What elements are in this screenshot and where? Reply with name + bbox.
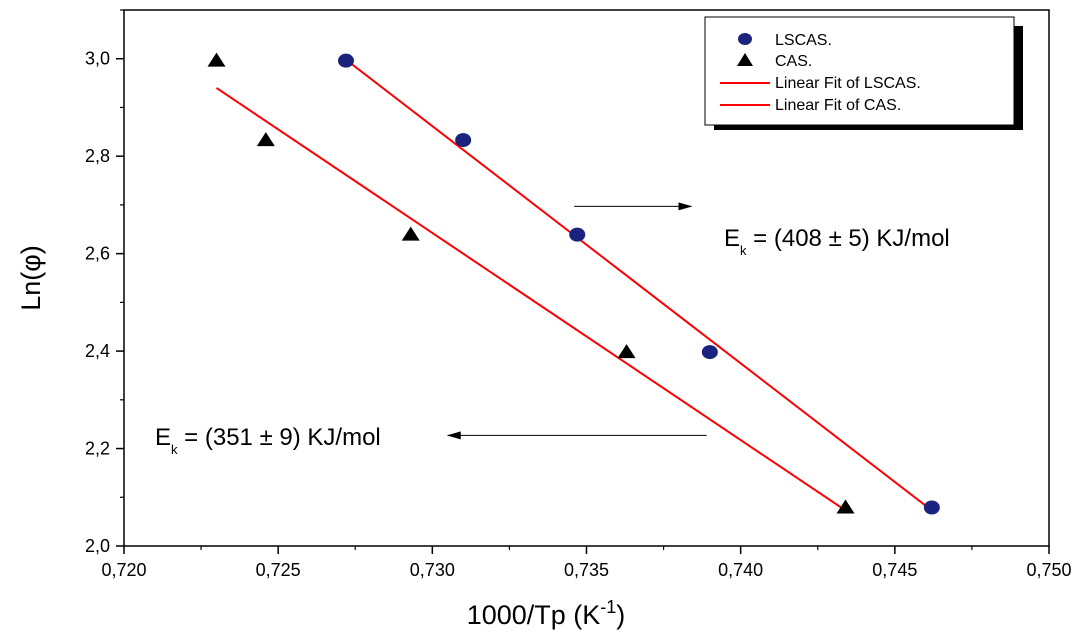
x-tick-label: 0,750 xyxy=(1026,560,1071,580)
legend-lscas-marker xyxy=(738,33,752,45)
activation-energy-label-lscas: Ek = (408 ± 5) KJ/mol xyxy=(724,225,950,258)
x-axis-title-close: ) xyxy=(616,600,625,630)
activation-energy-label-cas: Ek = (351 ± 9) KJ/mol xyxy=(155,424,381,457)
x-tick-label: 0,730 xyxy=(410,560,455,580)
legend-cas-marker xyxy=(737,53,753,66)
legend: LSCAS. CAS. Linear Fit of LSCAS. Linear … xyxy=(704,16,1023,130)
legend-fit-cas-label: Linear Fit of CAS. xyxy=(775,97,901,114)
lscas-data-point xyxy=(338,53,354,68)
cas-data-point xyxy=(207,52,226,67)
lscas-data-point xyxy=(923,500,940,515)
x-tick-label: 0,735 xyxy=(564,560,609,580)
cas-data-point xyxy=(617,344,636,359)
lscas-data-point xyxy=(569,227,586,242)
x-tick-label: 0,720 xyxy=(101,560,146,580)
x-axis-title: 1000/Tp (K-1) xyxy=(467,597,626,630)
legend-box xyxy=(704,16,1015,126)
x-tick-label: 0,725 xyxy=(256,560,301,580)
legend-fit-lscas-label: Linear Fit of LSCAS. xyxy=(775,75,921,92)
cas-data-point xyxy=(256,132,275,147)
cas-data-point xyxy=(836,499,855,514)
y-tick-label: 2,8 xyxy=(85,146,110,166)
cas-data-point xyxy=(401,226,420,241)
y-tick-label: 2,2 xyxy=(85,439,110,459)
y-tick-label: 2,6 xyxy=(85,244,110,264)
fit-line-lscas xyxy=(345,58,933,512)
y-axis-title: Ln(φ) xyxy=(16,245,46,311)
y-tick-label: 2,4 xyxy=(85,341,110,361)
lscas-data-point xyxy=(701,345,718,360)
lscas-data-point xyxy=(455,133,472,148)
x-tick-label: 0,740 xyxy=(718,560,763,580)
x-axis-title-superscript: -1 xyxy=(600,597,616,617)
legend-cas-label: CAS. xyxy=(775,53,812,70)
y-tick-label: 3,0 xyxy=(85,49,110,69)
legend-lscas-label: LSCAS. xyxy=(775,32,832,49)
fit-line-cas xyxy=(215,87,847,512)
y-tick-label: 2,0 xyxy=(85,536,110,556)
x-tick-label: 0,745 xyxy=(872,560,917,580)
